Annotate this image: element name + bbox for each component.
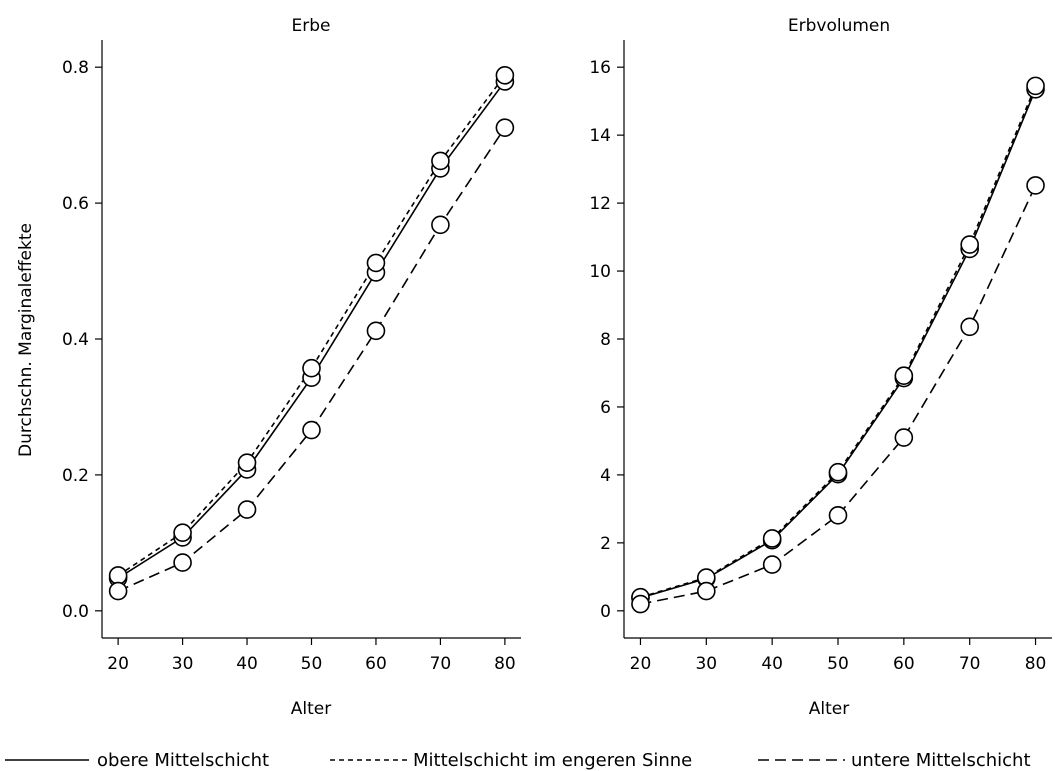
y-tick-label: 8 [600, 330, 611, 350]
x-tick-label: 60 [365, 654, 387, 674]
data-point-dashed [631, 594, 650, 614]
legend-label-untere: untere Mittelschicht [851, 750, 1031, 771]
data-point-dashed [894, 428, 914, 447]
y-tick-label: 10 [589, 262, 611, 282]
data-point-dotted [173, 523, 192, 542]
data-point-dashed [302, 420, 321, 440]
data-point-dashed [762, 555, 782, 574]
x-tick-label: 70 [430, 654, 452, 674]
x-tick-label: 50 [301, 654, 323, 674]
x-tick-label: 60 [893, 654, 915, 674]
data-point-dotted [302, 358, 321, 378]
data-point-dashed [366, 321, 386, 341]
legend-label-obere: obere Mittelschicht [97, 750, 269, 771]
panel-erbe: Erbe Durchschn. Marginaleffekte Alter 20… [16, 16, 521, 719]
x-tick-label: 50 [827, 654, 849, 674]
data-point-dashed [697, 581, 716, 601]
x-tick-label: 20 [107, 654, 129, 674]
x-axis-title: Alter [291, 699, 331, 719]
data-point-dotted [894, 366, 914, 385]
data-point-dashed [431, 215, 450, 235]
data-point-dashed [828, 506, 848, 525]
data-point-dotted [762, 529, 782, 548]
data-point-dashed [237, 500, 257, 519]
x-tick-label: 30 [695, 654, 717, 674]
data-point-dotted [431, 151, 450, 171]
y-tick-label: 0.2 [62, 466, 89, 486]
y-tick-label: 2 [600, 534, 611, 554]
data-point-dashed [960, 317, 979, 337]
y-tick-label: 14 [589, 126, 611, 146]
data-point-dotted [1026, 76, 1045, 96]
y-tick-label: 0.4 [62, 330, 89, 350]
panel-erbvolumen: Erbvolumen Alter 20 30 40 50 60 70 80 0 2 4 6 8 10 12… [589, 16, 1052, 719]
x-tick-label: 80 [1025, 654, 1047, 674]
panel-title: Erbe [292, 16, 331, 36]
x-tick-label: 30 [172, 654, 194, 674]
data-point-dashed [108, 581, 128, 601]
series-line-dotted [117, 74, 506, 577]
x-tick-label: 40 [761, 654, 783, 674]
y-tick-label: 12 [589, 194, 611, 214]
data-point-dashed [1026, 176, 1045, 195]
data-point-dashed [173, 553, 192, 572]
data-point-dotted [960, 235, 979, 254]
y-tick-label: 16 [589, 58, 611, 78]
y-tick-label: 0.8 [62, 58, 89, 78]
legend-label-mittel: Mittelschicht im engeren Sinne [413, 750, 692, 771]
legend: obere Mittelschicht Mittelschicht im eng… [5, 750, 1031, 771]
data-point-dotted [108, 566, 128, 585]
data-point-dotted [828, 462, 848, 482]
x-tick-label: 40 [236, 654, 258, 674]
x-tick-label: 80 [494, 654, 516, 674]
data-point-dotted [237, 453, 257, 472]
x-tick-label: 70 [959, 654, 981, 674]
y-tick-label: 4 [600, 466, 611, 486]
x-axis-title: Alter [809, 699, 849, 719]
x-tick-label: 20 [630, 654, 652, 674]
data-point-dashed [495, 118, 515, 137]
y-tick-label: 0 [600, 602, 611, 622]
panel-title: Erbvolumen [788, 16, 890, 36]
y-tick-label: 6 [600, 398, 611, 418]
y-axis-title: Durchschn. Marginaleffekte [16, 223, 36, 457]
data-point-dotted [366, 253, 386, 273]
y-tick-label: 0.6 [62, 194, 89, 214]
y-tick-label: 0.0 [62, 602, 89, 622]
data-point-dotted [495, 66, 515, 85]
